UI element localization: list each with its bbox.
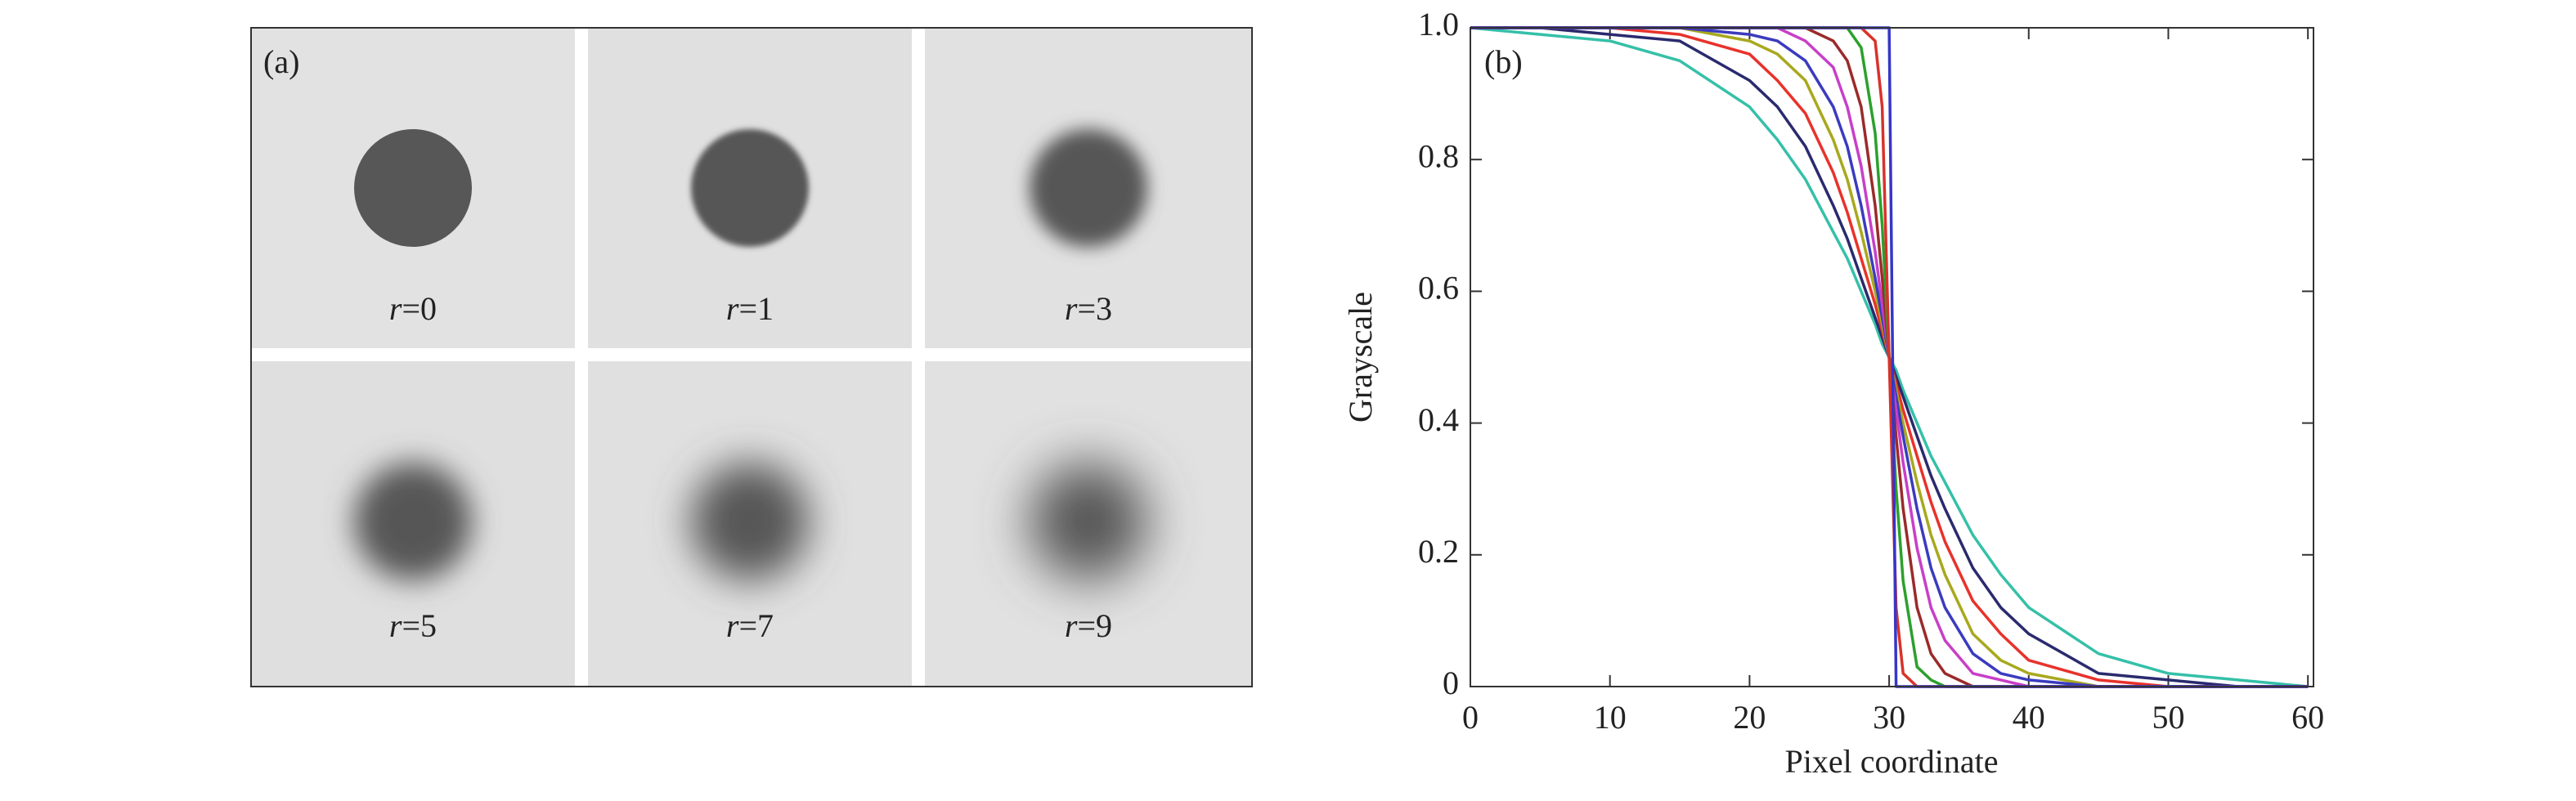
disc bbox=[354, 463, 472, 580]
x-tick-label: 20 bbox=[1733, 699, 1766, 736]
y-tick-label: 0.6 bbox=[1418, 270, 1459, 307]
y-tick-label: 1.0 bbox=[1418, 6, 1459, 43]
x-tick-label: 40 bbox=[2013, 699, 2045, 736]
tile-label: r=0 bbox=[389, 290, 437, 327]
disc bbox=[691, 129, 809, 247]
panel-b: 0 10 20 30 40 50 60 0 0.2 0.4 0.6 0.8 1.0 bbox=[1418, 6, 2324, 736]
x-axis-label: Pixel coordinate bbox=[1784, 743, 1998, 780]
plot-frame bbox=[1470, 27, 2314, 687]
tile-label: r=7 bbox=[726, 607, 774, 644]
disc bbox=[1030, 463, 1147, 580]
x-tick-label: 60 bbox=[2291, 699, 2324, 736]
x-tick-label: 10 bbox=[1594, 699, 1627, 736]
disc bbox=[354, 129, 472, 247]
disc bbox=[691, 463, 809, 580]
panel-b-label: (b) bbox=[1484, 43, 1523, 80]
tile-label: r=3 bbox=[1065, 290, 1112, 327]
tile-label: r=1 bbox=[726, 290, 774, 327]
x-tick-label: 50 bbox=[2152, 699, 2184, 736]
y-tick-label: 0.2 bbox=[1418, 533, 1459, 570]
panel-a-label: (a) bbox=[263, 43, 299, 80]
x-tick-label: 0 bbox=[1462, 699, 1479, 736]
x-tick-label: 30 bbox=[1873, 699, 1905, 736]
y-tick-label: 0 bbox=[1443, 665, 1459, 701]
y-axis-label: Grayscale bbox=[1342, 292, 1379, 423]
tile-label: r=5 bbox=[389, 607, 437, 644]
y-tick-label: 0.8 bbox=[1418, 137, 1459, 174]
y-tick-label: 0.4 bbox=[1418, 401, 1459, 438]
panel-a-frame bbox=[250, 27, 1253, 687]
tile-label: r=9 bbox=[1065, 607, 1112, 644]
panel-a-tiles: r=0 r=1 r=3 r=5 r=7 r=9 bbox=[251, 28, 1252, 687]
disc bbox=[1030, 129, 1147, 247]
